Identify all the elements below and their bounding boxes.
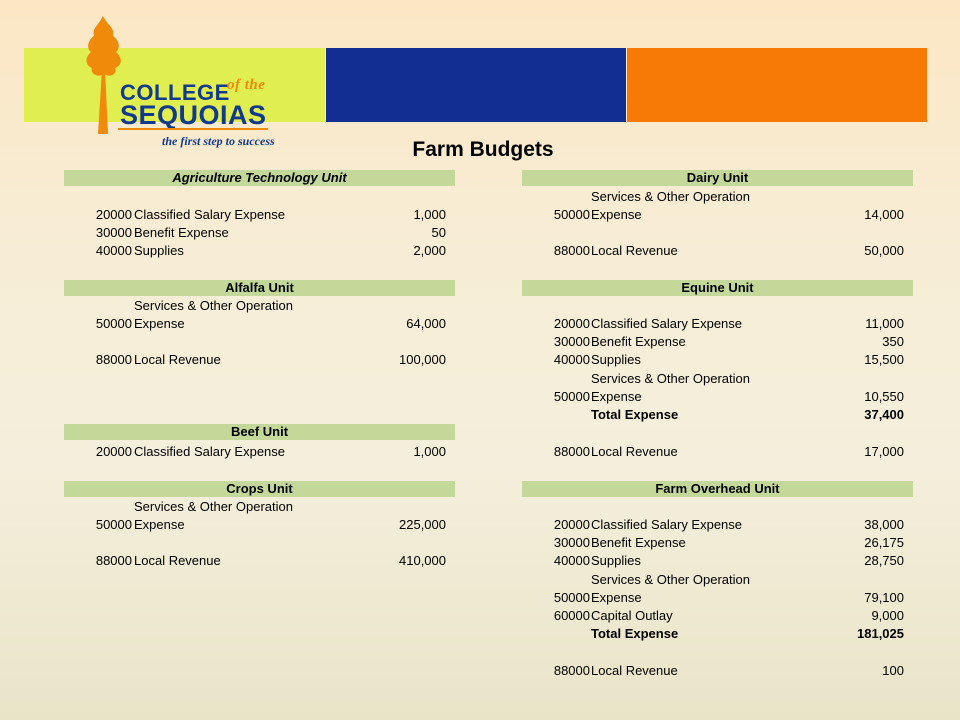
amount: 64,000 — [406, 316, 446, 331]
account-code: 20000 — [553, 316, 590, 331]
amount: 17,000 — [864, 444, 904, 459]
section-header-dairy: Dairy Unit — [522, 170, 913, 186]
amount: 11,000 — [865, 316, 904, 331]
amount: 410,000 — [399, 553, 446, 568]
account-code: 20000 — [95, 207, 132, 222]
amount: 9,000 — [871, 608, 904, 623]
account-code: 88000 — [95, 352, 132, 367]
account-code: 30000 — [553, 334, 590, 349]
total-amount: 37,400 — [864, 407, 904, 422]
logo-sequoias-text: SEQUOIAS — [120, 100, 267, 130]
amount: 50 — [431, 225, 446, 240]
section-header-equine: Equine Unit — [522, 280, 913, 296]
account-code: 88000 — [553, 663, 590, 678]
section-header-alfalfa: Alfalfa Unit — [64, 280, 455, 296]
account-description: Classified Salary Expense — [134, 207, 286, 222]
page-title: Farm Budgets — [412, 138, 554, 161]
section-header-ag-tech: Agriculture Technology Unit — [64, 170, 455, 186]
account-code: 50000 — [553, 590, 590, 605]
account-description: Local Revenue — [134, 352, 221, 367]
amount: 15,500 — [864, 352, 904, 367]
account-code: 88000 — [553, 243, 590, 258]
total-amount: 181,025 — [857, 626, 904, 641]
account-description-line1: Services & Other Operation — [591, 572, 750, 587]
logo-underline — [118, 128, 268, 130]
banner-orange-block — [627, 48, 927, 122]
account-description: Benefit Expense — [591, 334, 686, 349]
amount: 225,000 — [399, 517, 446, 532]
amount: 1,000 — [413, 207, 446, 222]
section-header-farm-overhead: Farm Overhead Unit — [522, 481, 913, 497]
account-description-line1: Services & Other Operation — [134, 499, 293, 514]
total-label: Total Expense — [591, 626, 679, 641]
account-code: 20000 — [95, 444, 132, 459]
account-description: Local Revenue — [134, 553, 221, 568]
account-code: 40000 — [553, 553, 590, 568]
banner-blue-block — [326, 48, 626, 122]
account-description: Classified Salary Expense — [591, 517, 743, 532]
account-code: 40000 — [95, 243, 132, 258]
account-description-line1: Services & Other Operation — [591, 371, 750, 386]
account-code: 50000 — [95, 517, 132, 532]
amount: 50,000 — [864, 243, 904, 258]
account-description: Expense — [134, 517, 185, 532]
amount: 28,750 — [864, 553, 904, 568]
account-code: 40000 — [553, 352, 590, 367]
college-logo: COLLEGE of the SEQUOIAS the first step t… — [78, 14, 308, 154]
amount: 26,175 — [864, 535, 904, 550]
section-header-crops: Crops Unit — [64, 481, 455, 497]
account-description: Classified Salary Expense — [591, 316, 743, 331]
logo-college-text: COLLEGE — [120, 80, 230, 105]
account-description: Local Revenue — [591, 444, 678, 459]
account-description: Capital Outlay — [591, 608, 673, 623]
logo-tagline: the first step to success — [162, 134, 275, 148]
account-description: Local Revenue — [591, 243, 678, 258]
account-description: Expense — [134, 316, 185, 331]
section-header-beef: Beef Unit — [64, 424, 455, 440]
account-code: 30000 — [95, 225, 132, 240]
sequoia-tree-icon — [86, 16, 121, 134]
account-description: Supplies — [134, 243, 184, 258]
account-code: 30000 — [553, 535, 590, 550]
account-description: Expense — [591, 207, 642, 222]
account-code: 88000 — [95, 553, 132, 568]
account-code: 50000 — [95, 316, 132, 331]
account-code: 50000 — [553, 207, 590, 222]
banner-green-block — [24, 48, 325, 122]
amount: 100,000 — [399, 352, 446, 367]
account-description: Local Revenue — [591, 663, 678, 678]
amount: 38,000 — [864, 517, 904, 532]
total-label: Total Expense — [591, 407, 679, 422]
account-code: 88000 — [553, 444, 590, 459]
amount: 79,100 — [864, 590, 904, 605]
account-description: Classified Salary Expense — [134, 444, 286, 459]
amount: 350 — [882, 334, 904, 349]
account-description: Supplies — [591, 352, 641, 367]
account-description: Supplies — [591, 553, 641, 568]
amount: 10,550 — [864, 389, 904, 404]
account-code: 60000 — [553, 608, 590, 623]
account-description-line1: Services & Other Operation — [134, 298, 293, 313]
amount: 1,000 — [413, 444, 446, 459]
account-description: Benefit Expense — [591, 535, 686, 550]
amount: 2,000 — [413, 243, 446, 258]
logo-of-the-text: of the — [227, 77, 266, 93]
amount: 100 — [882, 663, 904, 678]
amount: 14,000 — [864, 207, 904, 222]
account-description: Expense — [591, 389, 642, 404]
account-description: Benefit Expense — [134, 225, 229, 240]
account-description: Expense — [591, 590, 642, 605]
account-code: 20000 — [553, 517, 590, 532]
account-code: 50000 — [553, 389, 590, 404]
account-description-line1: Services & Other Operation — [591, 189, 750, 204]
